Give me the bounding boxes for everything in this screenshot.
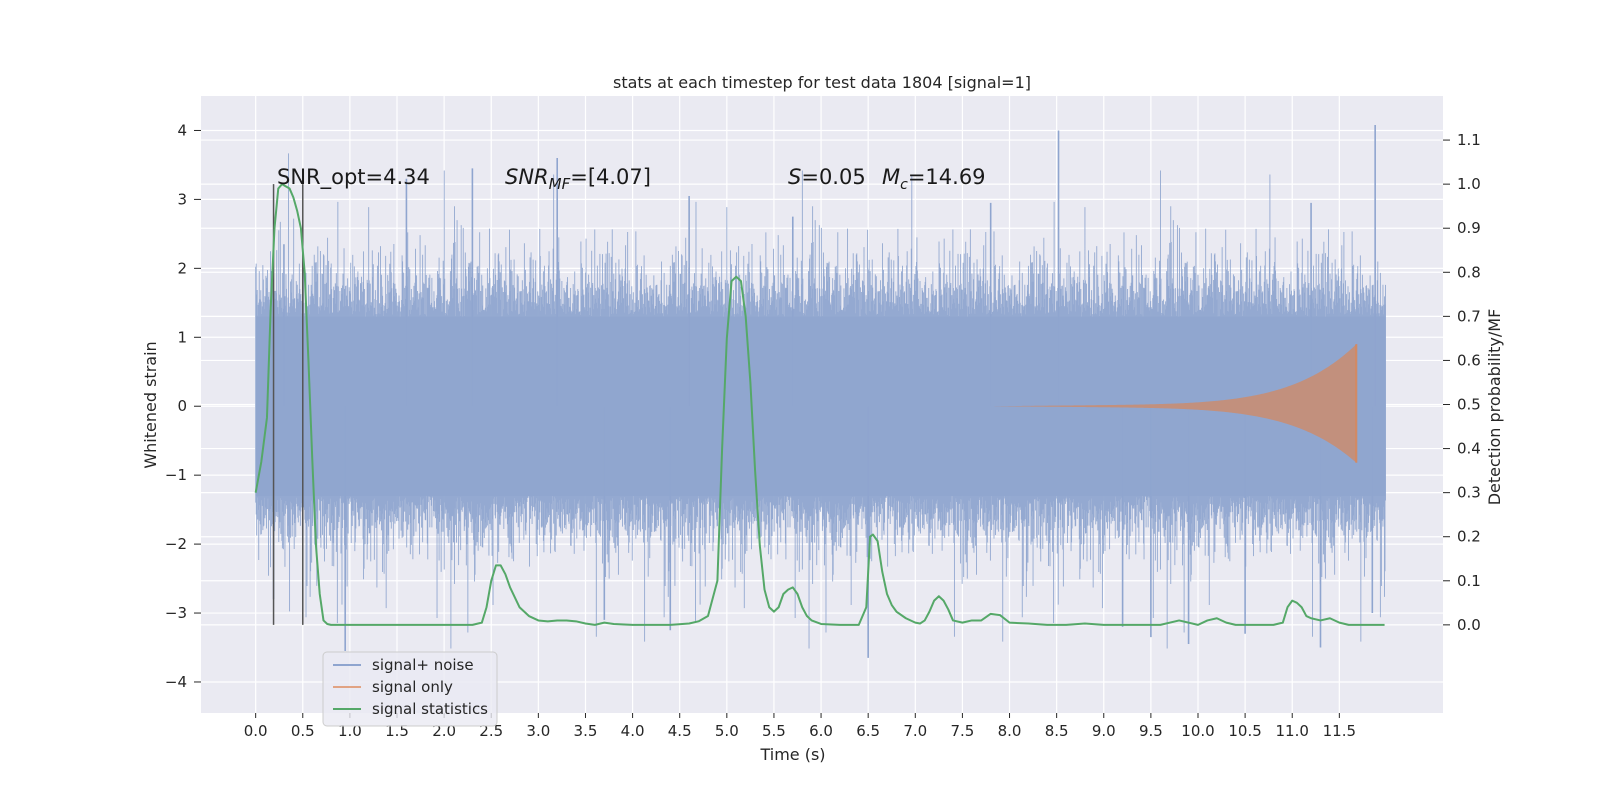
series-signal-statistics	[254, 183, 1385, 626]
y-right-tick-label: 0.9	[1457, 219, 1481, 237]
y-left-tick-label: 0	[177, 397, 187, 415]
annotation-mc: Mc=14.69	[882, 165, 986, 193]
x-tick-label: 3.0	[526, 722, 550, 740]
x-tick-label: 8.5	[1045, 722, 1069, 740]
annotations: SNR_opt=4.34 SNRMF=[4.07] S=0.05 Mc=14.6…	[277, 165, 986, 193]
signal-only-envelope	[990, 344, 1357, 463]
annotation-mc-label: M	[882, 165, 900, 189]
y-right-tick-label: 0.2	[1457, 528, 1481, 546]
signal-statistics-line	[254, 183, 1385, 626]
annotation-s: S=0.05	[788, 165, 866, 189]
x-tick-label: 10.0	[1181, 722, 1214, 740]
y-left-tick-label: 2	[177, 259, 187, 277]
annotation-snr-mf-sub: MF	[549, 175, 571, 193]
x-axis-label: Time (s)	[759, 745, 825, 764]
chart-title: stats at each timestep for test data 180…	[613, 73, 1031, 92]
x-tick-label: 6.0	[809, 722, 833, 740]
x-tick-label: 6.5	[856, 722, 880, 740]
y-axis-right-ticks: 0.0 0.1 0.2 0.3 0.4 0.5 0.6 0.7 0.8 0.9 1.0 1.1	[1443, 131, 1481, 634]
x-tick-label: 4.5	[668, 722, 692, 740]
x-tick-label: 10.5	[1228, 722, 1261, 740]
y-right-tick-label: 0.3	[1457, 484, 1481, 502]
y-axis-left-label-text: Whitened strain	[141, 341, 160, 468]
x-axis-ticks: 0.0 0.5 1.0 1.5 2.0 2.5 3.0 3.5 4.0 4.5 5.0 5.5 6.0 6…	[244, 713, 1356, 740]
x-tick-label: 7.5	[950, 722, 974, 740]
y-right-tick-label: 0.6	[1457, 351, 1481, 369]
y-axis-left-ticks: −4 −3 −2 −1 0 1 2 3 4	[165, 121, 201, 691]
y-left-tick-label: 4	[177, 121, 187, 139]
y-axis-right-label: Detection probability/MF	[1485, 309, 1504, 506]
annotation-mc-value: =14.69	[908, 165, 986, 189]
x-tick-label: 0.0	[244, 722, 268, 740]
y-right-tick-label: 0.0	[1457, 616, 1481, 634]
x-tick-label: 3.5	[574, 722, 598, 740]
annotation-snr-opt: SNR_opt=4.34	[277, 165, 430, 190]
y-right-tick-label: 0.7	[1457, 307, 1481, 325]
noise-trace	[255, 153, 1386, 649]
annotation-s-value: =0.05	[801, 165, 865, 189]
legend-label-signal-only: signal only	[372, 678, 453, 696]
y-left-tick-label: 3	[177, 190, 187, 208]
annotation-snr-mf-value: =[4.07]	[570, 165, 651, 189]
x-tick-label: 9.0	[1092, 722, 1116, 740]
y-right-tick-label: 0.4	[1457, 440, 1481, 458]
y-right-tick-label: 1.0	[1457, 175, 1481, 193]
x-tick-label: 11.0	[1276, 722, 1309, 740]
y-right-tick-label: 0.5	[1457, 396, 1481, 414]
x-tick-label: 7.0	[903, 722, 927, 740]
y-right-tick-label: 0.1	[1457, 572, 1481, 590]
annotation-s-label: S	[788, 165, 801, 189]
x-tick-label: 4.0	[621, 722, 645, 740]
annotation-snr-mf: SNRMF=[4.07]	[505, 165, 651, 193]
y-left-tick-label: 1	[177, 328, 187, 346]
y-right-tick-label: 1.1	[1457, 131, 1481, 149]
x-tick-label: 0.5	[291, 722, 315, 740]
y-right-tick-label: 0.8	[1457, 263, 1481, 281]
legend: signal+ noise signal only signal statist…	[322, 651, 498, 727]
y-left-tick-label: −1	[165, 466, 187, 484]
x-tick-label: 9.5	[1139, 722, 1163, 740]
y-left-tick-label: −3	[165, 604, 187, 622]
series-signal-only	[990, 344, 1358, 463]
legend-box	[322, 651, 498, 727]
x-tick-label: 5.5	[762, 722, 786, 740]
y-left-tick-label: −2	[165, 535, 187, 553]
x-tick-label: 5.0	[715, 722, 739, 740]
x-tick-label: 11.5	[1323, 722, 1356, 740]
plot-area	[254, 124, 1386, 658]
annotation-mc-sub: c	[900, 177, 908, 193]
y-left-tick-label: −4	[165, 673, 187, 691]
legend-label-signal-noise: signal+ noise	[372, 656, 474, 674]
legend-label-signal-statistics: signal statistics	[372, 700, 488, 718]
annotation-snr-mf-main: SNR	[505, 165, 549, 189]
x-tick-label: 8.0	[998, 722, 1022, 740]
